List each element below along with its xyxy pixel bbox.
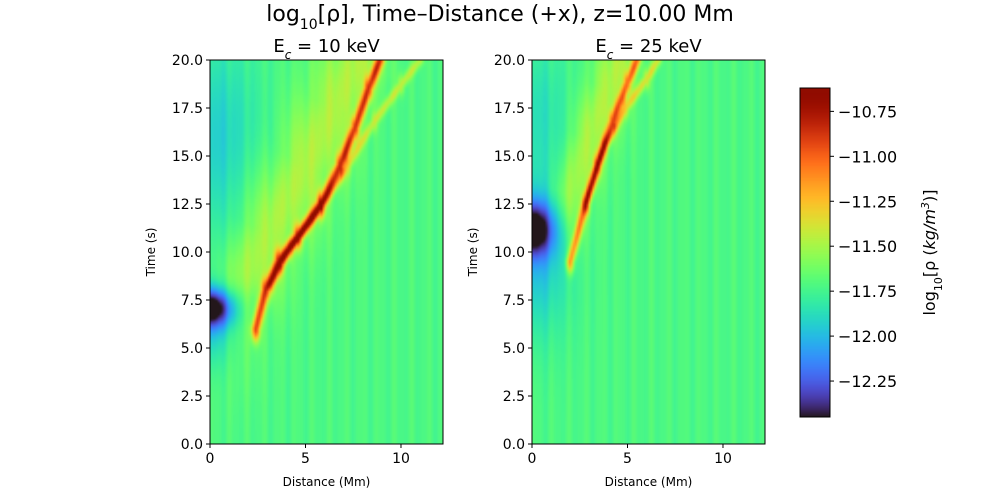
y-tick-label: 15.0: [172, 149, 203, 165]
x-tick-label: 0: [206, 451, 215, 467]
y-tick-label: 7.5: [503, 293, 525, 309]
colorbar: −12.25 −12.00 −11.75 −11.50 −11.25 −11.00 −10.…: [799, 87, 945, 418]
y-tick-label: 5.0: [503, 341, 525, 357]
colorbar-label: log10[ρ (kg/m3)]: [919, 189, 945, 315]
colorbar-tick-label: −11.75: [838, 282, 897, 301]
colorbar-frame: [799, 87, 831, 418]
y-tick-label: 0.0: [181, 437, 203, 453]
colorbar-tick-label: −12.00: [838, 327, 897, 346]
colorbar-tick-label: −10.75: [838, 102, 897, 121]
colorbar-tick-label: −12.25: [838, 372, 897, 391]
x-tick-label: 5: [623, 451, 632, 467]
y-tick-label: 2.5: [181, 389, 203, 405]
x-axis-label: Distance (Mm): [605, 475, 693, 489]
y-tick-label: 5.0: [181, 341, 203, 357]
panel-1: Ec = 10 keV 0 5 10 0.0 2.5 5.0 7.5 10.0 12.5 15.0 1…: [144, 36, 444, 489]
x-tick-label: 10: [392, 451, 410, 467]
x-tick-label: 0: [528, 451, 537, 467]
colorbar-gradient: [800, 88, 830, 417]
y-tick-label: 0.0: [503, 437, 525, 453]
y-tick-label: 20.0: [494, 53, 525, 69]
y-tick-label: 2.5: [503, 389, 525, 405]
colorbar-tick-label: −11.00: [838, 147, 897, 166]
panels: Ec = 10 keV 0 5 10 0.0 2.5 5.0 7.5 10.0 12.5 15.0 1…: [144, 36, 766, 489]
heatmap-image: [210, 60, 443, 444]
figure-title: log10[ρ], Time–Distance (+x), z=10.00 Mm: [266, 2, 734, 33]
x-tick-label: 5: [301, 451, 310, 467]
y-tick-label: 15.0: [494, 149, 525, 165]
panel-2: Ec = 25 keV 0 5 10 0.0 2.5 5.0 7.5 10.0 12.5 15.0 1…: [466, 36, 766, 489]
x-tick-label: 10: [714, 451, 732, 467]
y-tick-label: 10.0: [172, 245, 203, 261]
y-tick-label: 17.5: [494, 101, 525, 117]
x-axis-label: Distance (Mm): [283, 475, 371, 489]
y-tick-label: 10.0: [494, 245, 525, 261]
y-axis-label: Time (s): [466, 228, 480, 278]
y-tick-label: 12.5: [172, 197, 203, 213]
y-tick-label: 20.0: [172, 53, 203, 69]
y-tick-label: 17.5: [172, 101, 203, 117]
y-axis-label: Time (s): [144, 228, 158, 278]
panel-title: Ec = 25 keV: [595, 36, 702, 62]
y-tick-label: 12.5: [494, 197, 525, 213]
colorbar-tick-label: −11.50: [838, 237, 897, 256]
colorbar-tick-label: −11.25: [838, 192, 897, 211]
y-tick-label: 7.5: [181, 293, 203, 309]
heatmap-image: [532, 60, 765, 444]
panel-title: Ec = 10 keV: [273, 36, 380, 62]
